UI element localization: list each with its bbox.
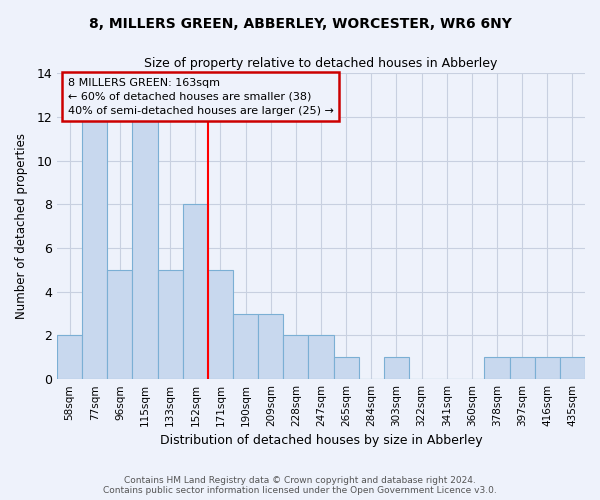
Bar <box>233 314 258 379</box>
Bar <box>57 336 82 379</box>
Text: 8 MILLERS GREEN: 163sqm
← 60% of detached houses are smaller (38)
40% of semi-de: 8 MILLERS GREEN: 163sqm ← 60% of detache… <box>68 78 334 116</box>
X-axis label: Distribution of detached houses by size in Abberley: Distribution of detached houses by size … <box>160 434 482 448</box>
Bar <box>158 270 183 379</box>
Bar <box>258 314 283 379</box>
Bar <box>208 270 233 379</box>
Title: Size of property relative to detached houses in Abberley: Size of property relative to detached ho… <box>145 58 498 70</box>
Bar <box>82 117 107 379</box>
Bar <box>283 336 308 379</box>
Bar <box>535 358 560 379</box>
Bar <box>560 358 585 379</box>
Text: 8, MILLERS GREEN, ABBERLEY, WORCESTER, WR6 6NY: 8, MILLERS GREEN, ABBERLEY, WORCESTER, W… <box>89 18 511 32</box>
Bar <box>484 358 509 379</box>
Bar <box>509 358 535 379</box>
Bar <box>334 358 359 379</box>
Bar <box>107 270 133 379</box>
Y-axis label: Number of detached properties: Number of detached properties <box>15 133 28 319</box>
Bar <box>133 117 158 379</box>
Bar <box>384 358 409 379</box>
Bar <box>183 204 208 379</box>
Text: Contains HM Land Registry data © Crown copyright and database right 2024.
Contai: Contains HM Land Registry data © Crown c… <box>103 476 497 495</box>
Bar <box>308 336 334 379</box>
